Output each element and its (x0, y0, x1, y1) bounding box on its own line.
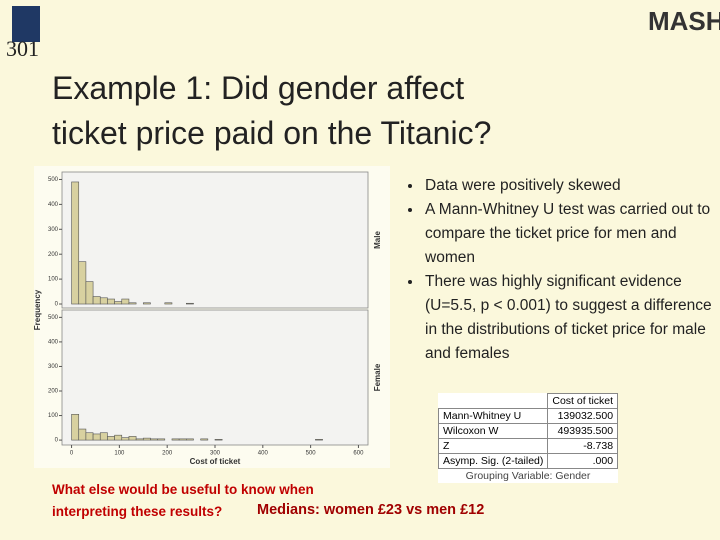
histogram-bar (92, 433, 101, 441)
cell: -8.738 (547, 438, 619, 454)
histogram-bar (85, 281, 94, 305)
answer: Medians: women £23 vs men £12 (257, 502, 485, 518)
x-tick-label: 0 (70, 451, 74, 457)
histogram-bar (142, 437, 151, 441)
histogram-bar (71, 414, 80, 441)
cell: Z (437, 438, 549, 454)
histogram-bar (214, 439, 223, 441)
cell: Mann-Whitney U (437, 408, 549, 424)
histogram-bar (121, 298, 130, 305)
histogram-bar (135, 438, 144, 441)
x-tick-label: 200 (162, 451, 173, 457)
histogram-bar (178, 438, 187, 441)
title-line: Example 1: Did gender affect (52, 70, 465, 106)
y-tick-label: 500 (48, 177, 59, 183)
y-tick-label: 200 (48, 252, 59, 258)
histogram-bar (71, 181, 80, 305)
histogram-bar (315, 439, 323, 441)
logo-box (12, 6, 40, 42)
panel-label: Female (373, 363, 382, 391)
histogram-bar (107, 298, 115, 305)
histogram-bar (114, 301, 123, 305)
panel-label: Male (373, 231, 382, 249)
histogram-bar (92, 296, 101, 305)
histogram-bar (150, 438, 158, 441)
histogram-bar (114, 434, 123, 441)
cell: Asymp. Sig. (2-tailed) (437, 453, 549, 469)
y-tick-label: 300 (48, 364, 59, 370)
histogram-bar (128, 302, 137, 305)
histogram-bar (171, 438, 180, 441)
histogram-bar (186, 438, 194, 441)
table-header: Cost of ticket (547, 393, 619, 409)
x-tick-label: 500 (306, 451, 317, 457)
histogram-bar (186, 302, 194, 305)
x-tick-label: 300 (210, 451, 221, 457)
x-tick-label: 600 (353, 451, 364, 457)
question: What else would be useful to know when (52, 482, 314, 497)
histogram-bar (164, 302, 173, 305)
x-tick-label: 400 (258, 451, 269, 457)
plot-area (61, 309, 369, 446)
cell: 139032.500 (547, 408, 619, 424)
bullet: A Mann-Whitney U test was carried out to… (423, 198, 720, 270)
logo-mash: MASH (648, 6, 720, 36)
plot-area (61, 171, 369, 309)
logo-number: 301 (6, 36, 39, 61)
x-axis-label: Cost of ticket (190, 457, 241, 466)
stats-table: Cost of ticket Mann-Whitney U 139032.500 … (437, 393, 619, 483)
histogram-bar (128, 436, 137, 441)
title-line: ticket price paid on the Titanic? (52, 115, 492, 151)
bullet: There was highly significant evidence (U… (423, 270, 720, 366)
histogram-bar (107, 436, 115, 441)
histogram-bar (85, 432, 94, 441)
y-tick-label: 400 (48, 202, 59, 208)
histogram-bar (99, 297, 108, 305)
histogram-bar (121, 437, 130, 441)
x-tick-label: 100 (114, 451, 125, 457)
bullet-list: Data were positively skewed A Mann-Whitn… (393, 174, 720, 366)
y-tick-label: 400 (48, 339, 59, 345)
question: interpreting these results? (52, 504, 223, 519)
y-tick-label: 100 (48, 413, 59, 419)
y-tick-label: 500 (48, 315, 59, 321)
cell: .000 (547, 453, 619, 469)
cell: 493935.500 (547, 423, 619, 439)
histogram-bar (99, 432, 108, 441)
histogram-bar (200, 438, 209, 441)
histogram-bar (78, 261, 87, 305)
histogram-bar (157, 438, 166, 441)
y-axis-label: Frequency (33, 289, 42, 330)
y-tick-label: 0 (55, 438, 59, 444)
histogram-bar (142, 302, 151, 305)
bullet: Data were positively skewed (423, 174, 720, 198)
cell: Wilcoxon W (437, 423, 549, 439)
table-footer: Grouping Variable: Gender (465, 470, 591, 482)
y-tick-label: 100 (48, 277, 59, 283)
histogram-bar (78, 428, 87, 441)
y-tick-label: 0 (55, 302, 59, 308)
y-tick-label: 200 (48, 389, 59, 395)
y-tick-label: 300 (48, 227, 59, 233)
